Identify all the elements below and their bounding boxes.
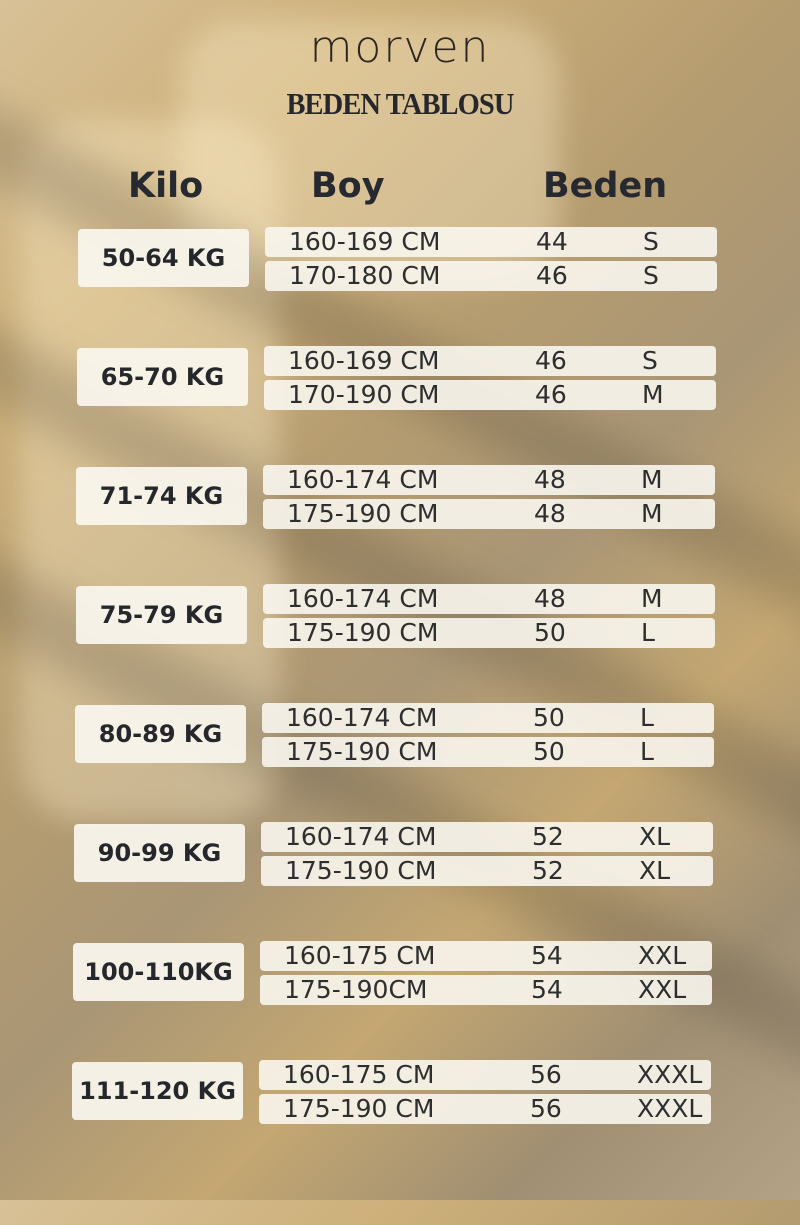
- size-row: 160-175 CM 54 XXL: [260, 941, 712, 971]
- size-row: 175-190 CM 50 L: [263, 618, 715, 648]
- size-number: 46: [535, 380, 567, 409]
- size-number: 50: [533, 737, 565, 766]
- size-row: 175-190 CM 52 XL: [261, 856, 713, 886]
- size-letter: M: [641, 465, 663, 494]
- size-letter: XL: [639, 822, 671, 851]
- weight-range: 50-64 KG: [78, 229, 249, 287]
- size-row: 160-174 CM 48 M: [263, 465, 715, 495]
- size-letter: M: [641, 499, 663, 528]
- size-row: 175-190 CM 56 XXXL: [259, 1094, 711, 1124]
- size-number: 48: [534, 465, 566, 494]
- size-row: 160-174 CM 50 L: [262, 703, 714, 733]
- weight-range: 100-110KG: [73, 943, 244, 1001]
- size-row: 160-174 CM 52 XL: [261, 822, 713, 852]
- weight-range: 75-79 KG: [76, 586, 247, 644]
- brand-logo: morven: [309, 22, 491, 73]
- size-letter: XXL: [638, 975, 687, 1004]
- size-letter: S: [643, 227, 659, 256]
- size-row: 175-190 CM 50 L: [262, 737, 714, 767]
- size-row: 170-190 CM 46 M: [264, 380, 716, 410]
- size-row: 175-190 CM 48 M: [263, 499, 715, 529]
- size-number: 50: [534, 618, 566, 647]
- weight-range: 90-99 KG: [74, 824, 245, 882]
- height-range: 160-169 CM: [289, 227, 441, 256]
- height-range: 170-190 CM: [288, 380, 440, 409]
- size-letter: L: [640, 737, 654, 766]
- size-number: 52: [532, 856, 564, 885]
- size-number: 46: [535, 346, 567, 375]
- weight-range: 71-74 KG: [76, 467, 247, 525]
- height-range: 175-190 CM: [287, 499, 439, 528]
- height-range: 160-169 CM: [288, 346, 440, 375]
- size-number: 56: [530, 1060, 562, 1089]
- height-range: 175-190 CM: [285, 856, 437, 885]
- height-range: 175-190 CM: [283, 1094, 435, 1123]
- weight-range: 65-70 KG: [77, 348, 248, 406]
- size-letter: L: [641, 618, 655, 647]
- height-range: 175-190 CM: [287, 618, 439, 647]
- size-letter: L: [640, 703, 654, 732]
- size-row: 160-175 CM 56 XXXL: [259, 1060, 711, 1090]
- size-row: 160-169 CM 44 S: [265, 227, 717, 257]
- size-number: 46: [536, 261, 568, 290]
- size-letter: M: [642, 380, 664, 409]
- header-kilo: Kilo: [128, 166, 204, 206]
- size-letter: M: [641, 584, 663, 613]
- size-letter: XXXL: [637, 1060, 703, 1089]
- size-row: 175-190CM 54 XXL: [260, 975, 712, 1005]
- size-row: 160-169 CM 46 S: [264, 346, 716, 376]
- size-letter: XL: [639, 856, 671, 885]
- size-number: 48: [534, 584, 566, 613]
- size-row: 160-174 CM 48 M: [263, 584, 715, 614]
- size-row: 170-180 CM 46 S: [265, 261, 717, 291]
- weight-range: 111-120 KG: [72, 1062, 243, 1120]
- height-range: 160-174 CM: [287, 584, 439, 613]
- size-number: 48: [534, 499, 566, 528]
- height-range: 160-175 CM: [283, 1060, 435, 1089]
- size-number: 44: [536, 227, 568, 256]
- height-range: 175-190 CM: [286, 737, 438, 766]
- weight-range: 80-89 KG: [75, 705, 246, 763]
- size-letter: XXL: [638, 941, 687, 970]
- height-range: 170-180 CM: [289, 261, 441, 290]
- height-range: 160-175 CM: [284, 941, 436, 970]
- size-number: 52: [532, 822, 564, 851]
- height-range: 160-174 CM: [287, 465, 439, 494]
- header-beden: Beden: [543, 166, 668, 206]
- height-range: 160-174 CM: [285, 822, 437, 851]
- height-range: 160-174 CM: [286, 703, 438, 732]
- size-letter: S: [643, 261, 659, 290]
- page-title: BEDEN TABLOSU: [286, 86, 514, 121]
- size-number: 56: [530, 1094, 562, 1123]
- header-boy: Boy: [311, 166, 385, 206]
- size-letter: XXXL: [637, 1094, 703, 1123]
- size-number: 50: [533, 703, 565, 732]
- size-number: 54: [531, 975, 563, 1004]
- height-range: 175-190CM: [284, 975, 428, 1004]
- size-number: 54: [531, 941, 563, 970]
- size-letter: S: [642, 346, 658, 375]
